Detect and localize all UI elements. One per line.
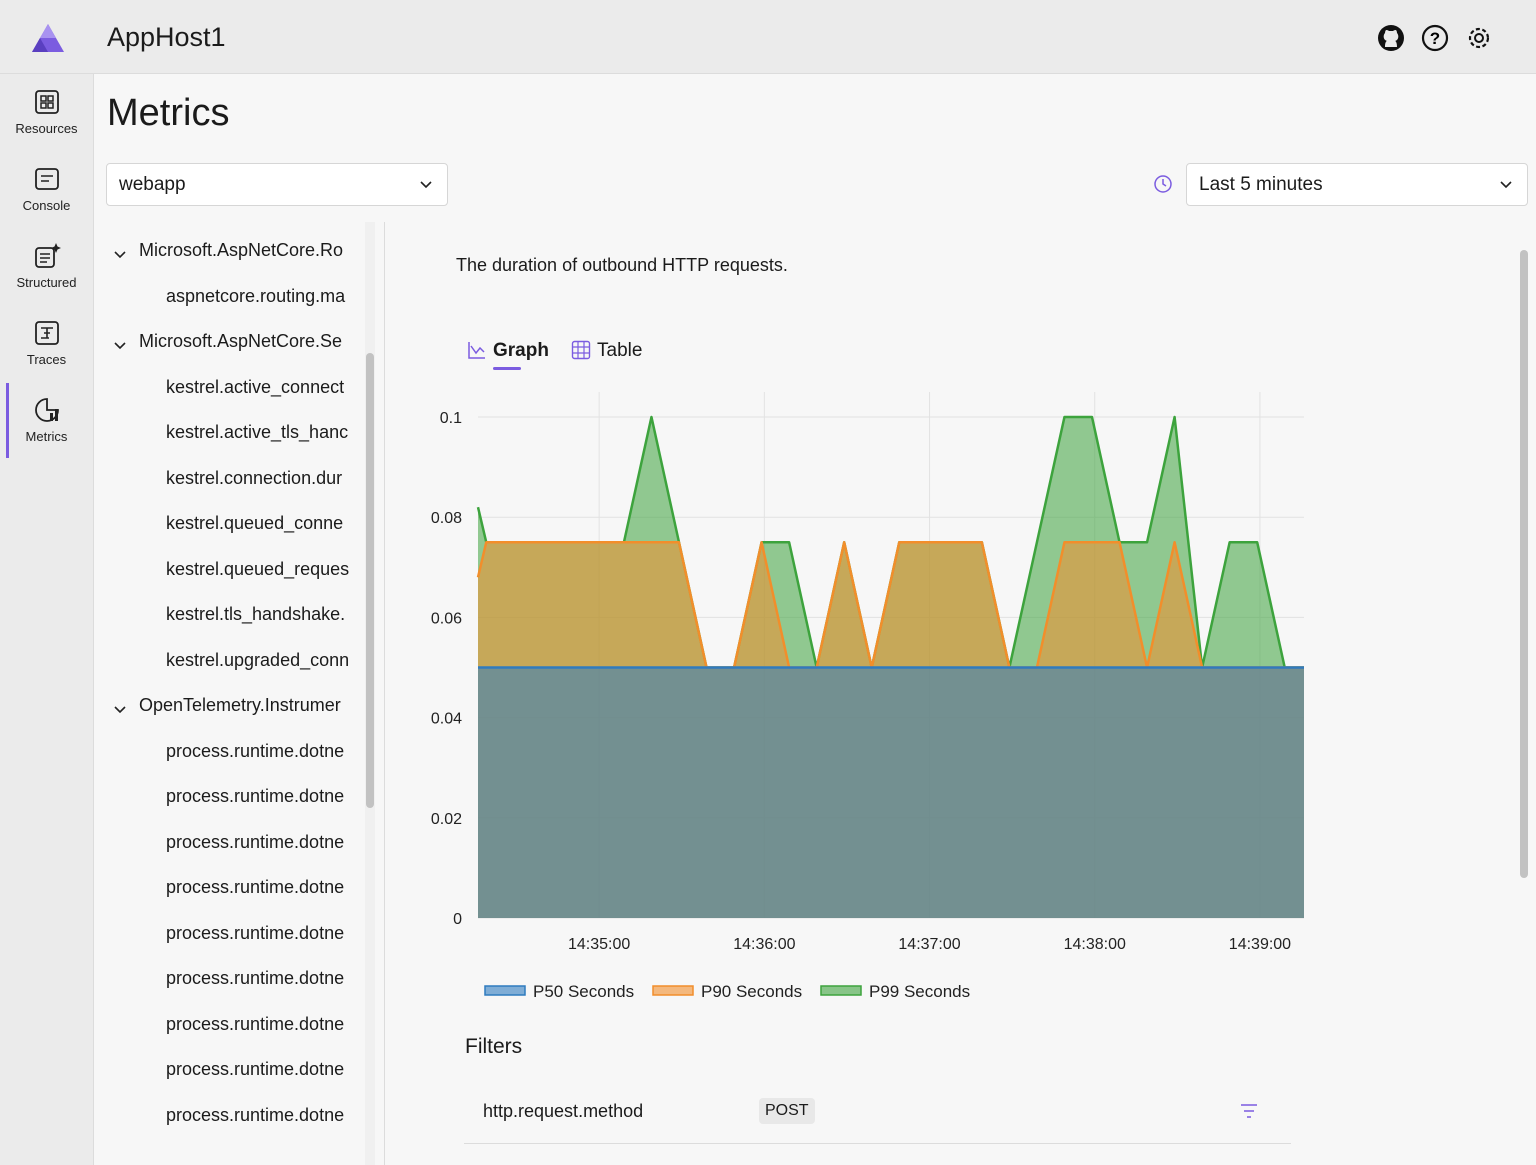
tree-group[interactable]: Microsoft.AspNetCore.Ro	[139, 240, 356, 261]
legend-swatch	[653, 986, 693, 995]
tree-group[interactable]: OpenTelemetry.Instrumer	[139, 695, 356, 716]
chart: 0 0.02 0.04 0.06 0.08 0.1 14:35:00 14:36:00 14:3…	[400, 380, 1400, 1010]
legend-swatch	[485, 986, 525, 995]
y-tick-label: 0.1	[440, 410, 462, 427]
resource-select-value: webapp	[119, 174, 186, 196]
graph-icon	[467, 340, 487, 360]
metric-tree: Microsoft.AspNetCore.Ro aspnetcore.routin…	[106, 222, 356, 1165]
tree-item[interactable]: process.runtime.dotne	[166, 923, 356, 944]
tree-item[interactable]: process.runtime.dotne	[166, 832, 356, 853]
help-button[interactable]: ?	[1421, 24, 1449, 52]
svg-text:?: ?	[1430, 29, 1440, 48]
resource-select[interactable]: webapp	[106, 163, 448, 206]
nav-icon-glyph	[33, 88, 61, 116]
time-select[interactable]: Last 5 minutes	[1186, 163, 1528, 206]
x-tick-label: 14:38:00	[1064, 936, 1126, 953]
logo	[30, 22, 66, 54]
tree-item[interactable]: process.runtime.dotne	[166, 1059, 356, 1080]
tree-scrollbar	[365, 222, 375, 1165]
filter-button[interactable]	[1239, 1102, 1259, 1120]
nav-icon[interactable]	[33, 88, 61, 116]
side-nav: Resources Console Structured Traces Metrics	[0, 74, 94, 1165]
tree-item[interactable]: kestrel.queued_reques	[166, 559, 356, 580]
settings-button[interactable]	[1465, 24, 1493, 52]
divider	[384, 222, 385, 1165]
page-title: Metrics	[107, 92, 229, 135]
x-tick-label: 14:36:00	[733, 936, 795, 953]
nav-icon-glyph	[33, 396, 61, 424]
top-bar: AppHost1 ?	[0, 0, 1536, 74]
tree-chevron[interactable]	[113, 339, 127, 353]
y-tick-label: 0	[453, 911, 462, 928]
nav-icon[interactable]	[33, 396, 61, 424]
tree-item[interactable]: process.runtime.dotne	[166, 877, 356, 898]
filters-title: Filters	[465, 1035, 522, 1059]
tree-item[interactable]: process.runtime.dotne	[166, 786, 356, 807]
tab-underline	[493, 367, 521, 370]
active-indicator	[6, 383, 9, 458]
nav-label[interactable]: Metrics	[0, 429, 93, 444]
nav-label[interactable]: Console	[0, 198, 93, 213]
tree-item[interactable]: aspnetcore.routing.ma	[166, 286, 356, 307]
tree-chevron[interactable]	[113, 703, 127, 717]
row-border	[464, 1143, 1291, 1144]
main-scrollbar	[1519, 222, 1529, 1165]
tree-item[interactable]: kestrel.active_tls_hanc	[166, 422, 356, 443]
clock-icon	[1153, 174, 1173, 194]
y-tick-label: 0.02	[431, 811, 462, 828]
github-button[interactable]	[1376, 23, 1406, 53]
tree-item[interactable]: process.runtime.dotne	[166, 1014, 356, 1035]
filter-name: http.request.method	[483, 1101, 643, 1122]
tree-item[interactable]: kestrel.queued_conne	[166, 513, 356, 534]
chevron	[1499, 178, 1513, 192]
nav-icon[interactable]	[33, 165, 61, 193]
legend-label: P90 Seconds	[701, 982, 802, 1001]
series-area	[478, 668, 1304, 919]
y-tick-label: 0.08	[431, 510, 462, 527]
tree-item[interactable]: process.runtime.dotne	[166, 1105, 356, 1126]
tab[interactable]: Table	[597, 340, 642, 362]
tree-item[interactable]: kestrel.active_connect	[166, 377, 356, 398]
table-icon	[571, 340, 591, 360]
tree-item[interactable]: process.runtime.dotne	[166, 741, 356, 762]
nav-label[interactable]: Traces	[0, 352, 93, 367]
tree-item[interactable]: kestrel.upgraded_conn	[166, 650, 356, 671]
nav-icon-glyph	[33, 242, 61, 270]
scroll-thumb[interactable]	[1520, 250, 1528, 878]
tree-item[interactable]: process.runtime.dotne	[166, 968, 356, 989]
nav-icon-glyph	[33, 165, 61, 193]
nav-icon[interactable]	[33, 319, 61, 347]
tree-group[interactable]: Microsoft.AspNetCore.Se	[139, 331, 356, 352]
app-title: AppHost1	[107, 22, 226, 53]
y-tick-label: 0.06	[431, 610, 462, 627]
legend-label: P99 Seconds	[869, 982, 970, 1001]
tree-item[interactable]: kestrel.tls_handshake.	[166, 604, 356, 625]
y-tick-label: 0.04	[431, 711, 462, 728]
legend-swatch	[821, 986, 861, 995]
metric-description: The duration of outbound HTTP requests.	[456, 255, 788, 276]
x-tick-label: 14:39:00	[1229, 936, 1291, 953]
tree-chevron[interactable]	[113, 248, 127, 262]
tab[interactable]: Graph	[493, 340, 549, 362]
x-tick-label: 14:35:00	[568, 936, 630, 953]
nav-label[interactable]: Resources	[0, 121, 93, 136]
legend-label: P50 Seconds	[533, 982, 634, 1001]
scroll-thumb[interactable]	[366, 353, 374, 808]
tree-item[interactable]: kestrel.connection.dur	[166, 468, 356, 489]
time-select-value: Last 5 minutes	[1199, 174, 1323, 196]
filter-value: POST	[759, 1098, 815, 1124]
x-tick-label: 14:37:00	[898, 936, 960, 953]
chevron	[419, 178, 433, 192]
nav-icon-glyph	[33, 319, 61, 347]
nav-label[interactable]: Structured	[0, 275, 93, 290]
nav-icon[interactable]	[33, 242, 61, 270]
